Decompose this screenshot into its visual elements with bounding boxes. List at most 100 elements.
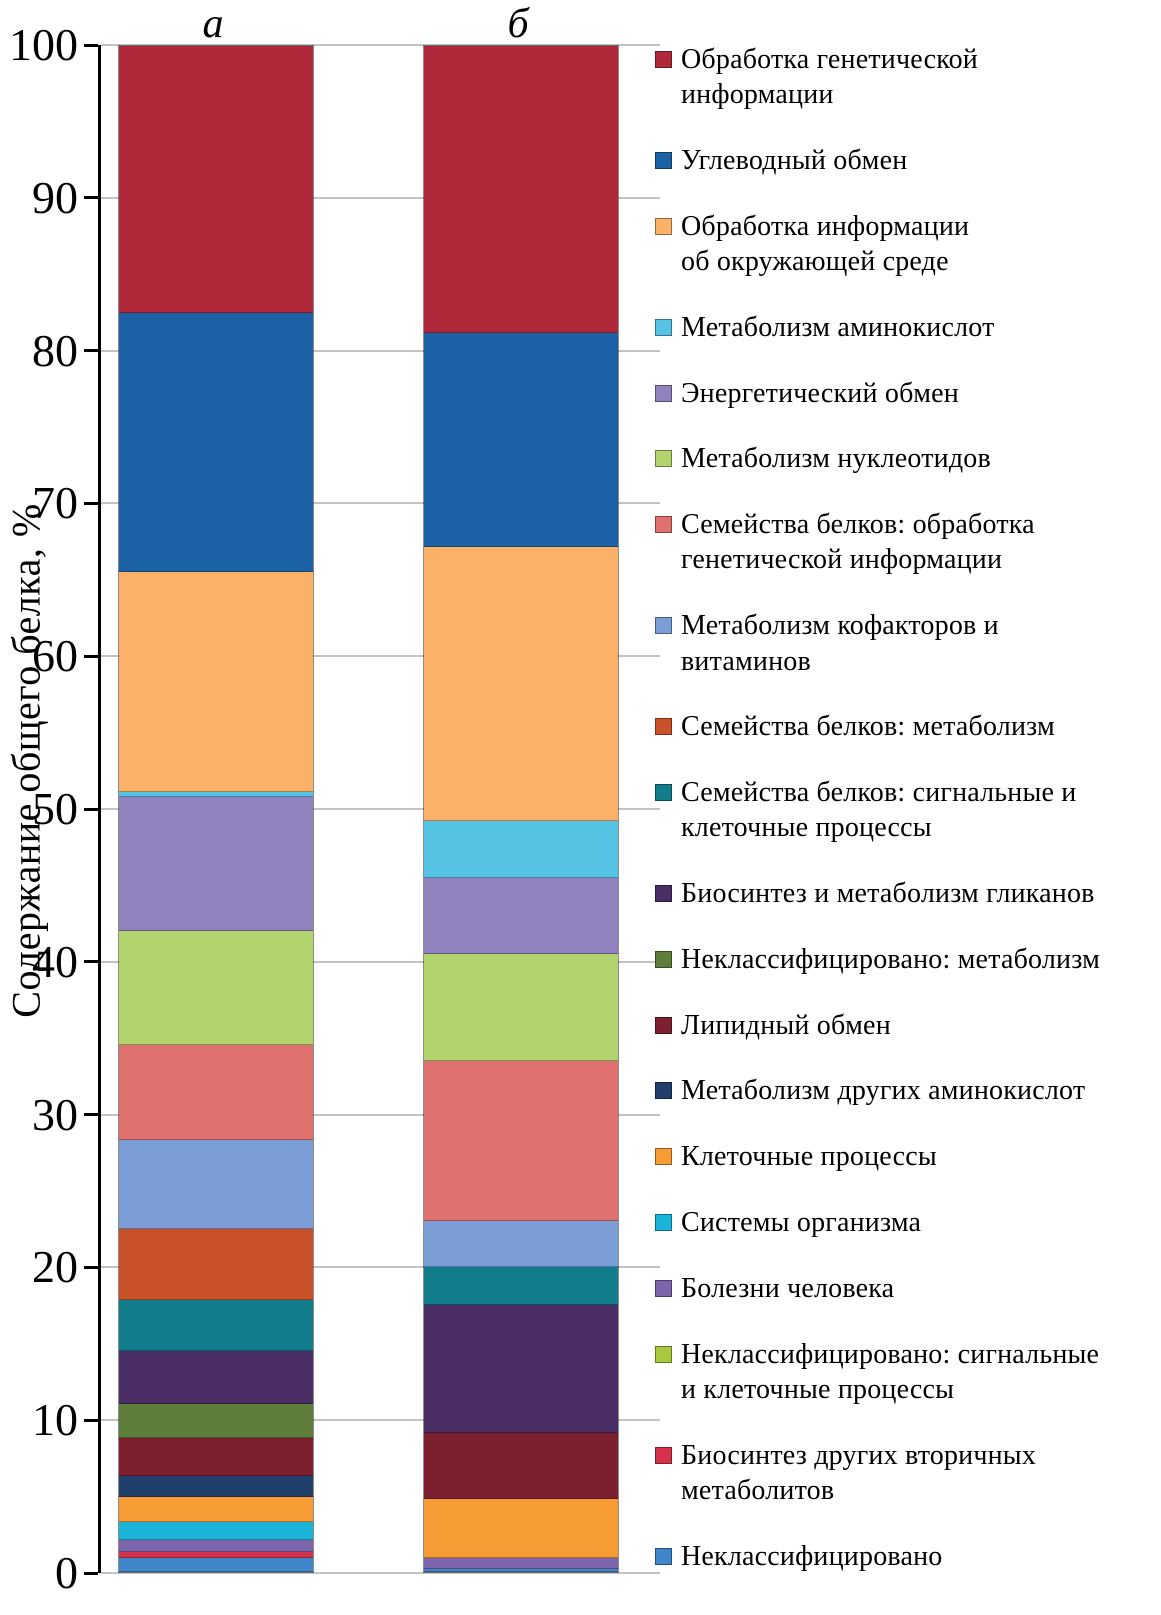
tick-label-50: 50 — [32, 783, 78, 834]
legend-label: Метаболизм аминокислот — [681, 311, 995, 343]
legend-label: Семейства белков: обработка генетической… — [681, 509, 1035, 576]
legend-swatch — [655, 450, 672, 468]
bar-segment — [424, 332, 618, 547]
bar-segment — [119, 792, 313, 797]
legend-item: Неклассифицировано: сигнальные и клеточн… — [655, 1337, 1157, 1408]
tick-label-10: 10 — [32, 1394, 78, 1446]
gridline-50 — [101, 808, 660, 810]
legend-label: Метаболизм других аминокислот — [681, 1075, 1086, 1107]
bar-segment — [424, 953, 618, 1061]
legend-label: Биосинтез и метаболизм гликанов — [681, 878, 1095, 910]
legend-label: Метаболизм кофакторов и витаминов — [681, 610, 999, 677]
legend-label: Биосинтез других вторичных метаболитов — [681, 1439, 1037, 1506]
legend-swatch — [655, 1279, 672, 1297]
legend-label: Обработка генетической информации — [681, 44, 978, 111]
legend-item: Углеводный обмен — [655, 143, 1157, 178]
tick-mark-20 — [84, 1265, 98, 1269]
tick-mark-60 — [84, 654, 98, 658]
legend-label: Обработка информации об окружающей среде — [681, 210, 970, 278]
legend-label: Системы организма — [681, 1207, 922, 1239]
legend-swatch — [655, 885, 672, 903]
legend-label: Углеводный обмен — [681, 145, 908, 177]
bar-segment — [119, 572, 313, 793]
legend-item: Метаболизм других аминокислот — [655, 1073, 1157, 1108]
legend-item: Болезни человека — [655, 1271, 1157, 1306]
plot-area — [98, 44, 660, 1574]
bar-segment — [424, 821, 618, 878]
legend-swatch — [655, 51, 672, 68]
gridline-20 — [101, 1266, 660, 1269]
gridline-10 — [101, 1419, 660, 1422]
bar-segment — [119, 313, 313, 573]
legend-item: Неклассифицировано: метаболизм — [655, 942, 1157, 977]
bar-segment — [119, 931, 313, 1046]
tick-mark-50 — [84, 807, 98, 811]
bar-segment — [119, 1045, 313, 1141]
bar-segment — [424, 1060, 618, 1221]
legend-label: Болезни человека — [681, 1272, 895, 1304]
column-label-a: а — [202, 1, 224, 47]
legend-item: Системы организма — [655, 1205, 1157, 1240]
legend-swatch — [655, 1016, 672, 1034]
tick-label-60: 60 — [32, 630, 78, 682]
bar-segment — [119, 1539, 313, 1553]
tick-mark-30 — [84, 1113, 98, 1117]
legend-swatch — [655, 1148, 672, 1166]
y-axis-tick-marks — [84, 43, 98, 1575]
bar-segment — [119, 1558, 313, 1572]
bar-segment — [119, 46, 313, 314]
stacked-bar-b — [423, 45, 619, 1573]
gridline-0 — [101, 1572, 660, 1574]
bar-segment — [119, 1475, 313, 1498]
bar-segment — [119, 1228, 313, 1301]
bar-segment — [119, 1140, 313, 1229]
legend-item: Обработка генетической информации — [655, 42, 1157, 113]
gridline-60 — [101, 655, 660, 658]
column-label-b: б — [507, 1, 529, 47]
bar-segment — [119, 1521, 313, 1540]
gridline-80 — [101, 349, 660, 352]
bar-segment — [424, 1498, 618, 1559]
tick-mark-100 — [84, 43, 98, 47]
legend-label: Неклассифицировано — [681, 1540, 943, 1572]
gridline-100 — [101, 44, 660, 46]
gridline-90 — [101, 196, 660, 199]
legend-swatch — [655, 516, 672, 534]
tick-label-0: 0 — [55, 1547, 78, 1598]
tick-label-90: 90 — [32, 171, 78, 223]
legend-label: Неклассифицировано: метаболизм — [681, 943, 1100, 975]
bar-segment — [119, 1350, 313, 1405]
tick-label-80: 80 — [32, 324, 78, 376]
legend-swatch — [655, 1082, 672, 1100]
bar-segment — [119, 1404, 313, 1438]
bar-segment — [424, 1558, 618, 1569]
legend-item: Энергетический обмен — [655, 376, 1157, 411]
legend-item: Липидный обмен — [655, 1008, 1157, 1043]
legend-item: Неклассифицировано — [655, 1539, 1157, 1574]
chart-legend: Обработка генетической информации Углевод… — [655, 42, 1157, 1574]
stacked-bar-a — [118, 45, 314, 1573]
legend-item: Биосинтез других вторичных метаболитов — [655, 1438, 1157, 1509]
legend-item: Обработка информации об окружающей среде — [655, 209, 1157, 280]
y-axis-tick-labels: 0 10 20 30 40 50 60 70 80 90 100 — [0, 22, 80, 1596]
legend-label: Липидный обмен — [681, 1009, 891, 1041]
legend-item: Биосинтез и метаболизм гликанов — [655, 876, 1157, 911]
tick-label-30: 30 — [32, 1088, 78, 1140]
legend-item: Метаболизм кофакторов и витаминов — [655, 608, 1157, 679]
legend-swatch — [655, 950, 672, 968]
legend-label: Семейства белков: метаболизм — [681, 711, 1055, 743]
bar-segment — [424, 1266, 618, 1305]
legend-swatch — [655, 617, 672, 635]
legend-label: Метаболизм нуклеотидов — [681, 443, 991, 475]
legend-swatch — [655, 318, 672, 336]
legend-item: Метаболизм аминокислот — [655, 310, 1157, 345]
legend-item: Метаболизм нуклеотидов — [655, 441, 1157, 476]
tick-label-40: 40 — [32, 935, 78, 987]
bar-segment — [424, 877, 618, 954]
bar-segment — [424, 46, 618, 333]
legend-swatch — [655, 1446, 672, 1464]
legend-item: Семейства белков: обработка генетической… — [655, 507, 1157, 578]
legend-item: Семейства белков: сигнальные и клеточные… — [655, 775, 1157, 846]
legend-swatch — [655, 384, 672, 402]
